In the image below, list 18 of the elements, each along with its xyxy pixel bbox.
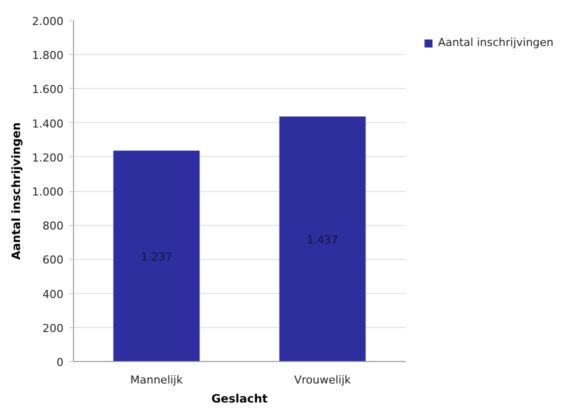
x-axis-title: Geslacht xyxy=(211,392,268,406)
y-tick-label: 400 xyxy=(42,288,64,301)
x-tick-label: Vrouwelijk xyxy=(294,374,352,386)
y-tick-label: 0 xyxy=(56,356,64,369)
y-tick-label: 1.200 xyxy=(32,151,64,164)
y-tick-label: 1.400 xyxy=(32,117,64,130)
y-tick-label: 800 xyxy=(42,220,64,233)
data-label: 1.437 xyxy=(306,233,338,246)
y-tick-label: 2.000 xyxy=(32,15,64,28)
y-tick-label: 1.600 xyxy=(32,83,64,96)
y-tick-label: 1.000 xyxy=(32,186,64,198)
y-tick-label: 200 xyxy=(42,322,64,335)
y-axis-title: Aantal inschrijvingen xyxy=(9,122,24,260)
data-label: 1.237 xyxy=(140,250,172,264)
legend-label: Aantal inschrijvingen xyxy=(438,36,554,49)
y-tick-label: 1.800 xyxy=(32,49,64,62)
x-tick-label: Mannelijk xyxy=(130,374,184,386)
y-tick-label: 600 xyxy=(42,254,64,267)
